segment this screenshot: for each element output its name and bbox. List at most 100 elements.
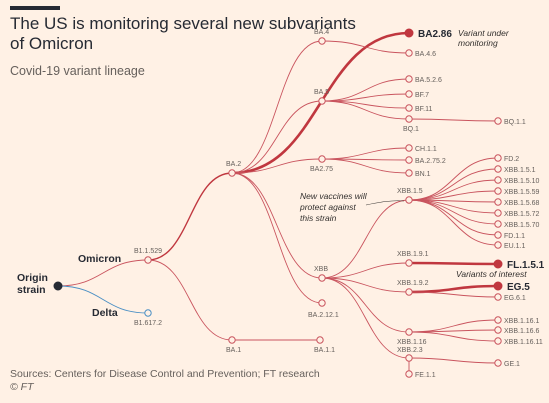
node-xbb-1-5-72	[494, 209, 502, 217]
link-ba-5-to-ba-5-2-6	[321, 78, 410, 102]
label-b1-617-2: B1.617.2	[134, 320, 162, 327]
annotation-new-vaccines-line-2: protect against	[299, 202, 356, 212]
link-xbb-to-xbb-2-3	[321, 277, 410, 359]
title-bar-accent	[10, 6, 60, 10]
link-ba-2-to-xbb	[231, 172, 323, 279]
label-xbb-1-16-1: XBB.1.16.1	[504, 318, 540, 325]
node-bq-1	[405, 115, 413, 123]
label-xbb-1-16: XBB.1.16	[397, 339, 427, 346]
label-xbb-1-16-11: XBB.1.16.11	[504, 339, 543, 346]
node-bq-1-1	[494, 117, 502, 125]
node-ch-1-1	[405, 144, 413, 152]
link-origin-strain-to-b1-1-529	[57, 259, 149, 287]
node-fd-1-1	[494, 231, 502, 239]
label-eg-5: EG.5	[507, 282, 530, 293]
label-ba-2-75-2: BA.2.75.2	[415, 158, 446, 165]
branch-label-delta: Delta	[92, 307, 118, 319]
tree-nodes	[53, 28, 503, 378]
link-ba-2-to-ba2-75	[231, 158, 323, 174]
node-xbb-1-16-6	[494, 326, 502, 334]
chart-subtitle: Covid-19 variant lineage	[10, 64, 145, 78]
label-origin-strain-line-2: strain	[17, 284, 46, 296]
tree-links	[57, 31, 499, 374]
label-bn-1: BN.1	[415, 171, 431, 178]
label-ba-1-1: BA.1.1	[314, 347, 335, 354]
link-ba2-75-to-bn-1	[321, 158, 410, 174]
node-ba2-86	[404, 28, 414, 38]
annotation-new-vaccines-line-1: New vaccines will	[300, 191, 368, 201]
label-xbb-1-9-2: XBB.1.9.2	[397, 280, 429, 287]
link-xbb-2-3-to-ge-1	[408, 357, 499, 364]
label-fl-1-5-1: FL.1.5.1	[507, 260, 545, 271]
node-xbb-1-16-11	[494, 337, 502, 345]
link-xbb-1-5-to-fd-2	[408, 157, 499, 201]
label-b1-1-529: B1.1.529	[134, 248, 162, 255]
label-ba-5: BA.5	[314, 89, 329, 96]
node-eg-5	[493, 281, 503, 291]
link-xbb-to-xbb-1-16	[321, 277, 410, 333]
node-bn-1	[405, 169, 413, 177]
node-b1-617-2	[144, 309, 152, 317]
node-xbb-1-9-2	[405, 288, 413, 296]
label-ba-4: BA.4	[314, 29, 329, 36]
branch-label-omicron: Omicron	[78, 253, 121, 265]
label-xbb-1-9-1: XBB.1.9.1	[397, 251, 429, 258]
node-ba-5	[318, 97, 326, 105]
node-xbb-1-9-1	[405, 259, 413, 267]
label-bq-1-1: BQ.1.1	[504, 119, 526, 126]
link-xbb-1-16-to-xbb-1-16-11	[408, 331, 499, 342]
link-b1-1-529-to-ba-1	[147, 259, 233, 341]
label-fe-1-1: FE.1.1	[415, 372, 436, 379]
annotation-variant-under-monitoring-line-1: Variant under	[458, 28, 510, 38]
label-origin-strain-line-1: Origin	[17, 272, 48, 284]
copyright: © FT	[10, 381, 34, 393]
node-origin-strain	[53, 281, 63, 291]
label-ba-2: BA.2	[226, 161, 241, 168]
link-b1-1-529-to-ba-2	[147, 172, 233, 261]
node-ba-5-2-6	[405, 75, 413, 83]
annotation-variant-under-monitoring-line-2: monitoring	[458, 38, 498, 48]
link-ba-2-to-ba-2-12-1	[231, 172, 323, 304]
node-xbb-1-16	[405, 328, 413, 336]
link-xbb-1-5-to-fd-1-1	[408, 199, 499, 236]
link-ba-5-to-bf-7	[321, 93, 410, 102]
annotation-new-vaccines-line-3: this strain	[300, 213, 337, 223]
label-ba2-75: BA2.75	[310, 166, 333, 173]
label-ba2-86: BA2.86	[418, 29, 452, 40]
link-xbb-to-xbb-1-9-1	[321, 262, 410, 279]
node-ba-4-6	[405, 49, 413, 57]
label-ba-2-12-1: BA.2.12.1	[308, 312, 339, 319]
label-ba-5-2-6: BA.5.2.6	[415, 77, 442, 84]
label-xbb-2-3: XBB.2.3	[397, 347, 423, 354]
annotation-variants-of-interest: Variants of interest	[456, 269, 527, 279]
node-xbb	[318, 274, 326, 282]
node-eg-6-1	[494, 293, 502, 301]
node-ba-2-75-2	[405, 156, 413, 164]
node-eu-1-1	[494, 241, 502, 249]
link-xbb-1-9-1-to-fl-1-5-1	[408, 261, 499, 266]
label-xbb-1-5: XBB.1.5	[397, 188, 423, 195]
link-ba-5-to-bq-1	[321, 100, 410, 120]
node-ba-1-1	[316, 336, 324, 344]
source-note: Sources: Centers for Disease Control and…	[10, 368, 320, 380]
label-fd-2: FD.2	[504, 156, 519, 163]
node-ba2-75	[318, 155, 326, 163]
link-xbb-1-5-to-xbb-1-5-70	[408, 199, 499, 225]
node-ba-1	[228, 336, 236, 344]
node-b1-1-529	[144, 256, 152, 264]
node-ba-2	[228, 169, 236, 177]
node-fe-1-1	[405, 370, 413, 378]
node-xbb-1-5-1	[494, 165, 502, 173]
label-ba-1: BA.1	[226, 347, 241, 354]
node-bf-11	[405, 104, 413, 112]
node-ba-2-12-1	[318, 299, 326, 307]
node-xbb-1-5-68	[494, 198, 502, 206]
link-xbb-1-9-2-to-eg-6-1	[408, 291, 499, 298]
label-xbb-1-5-72: XBB.1.5.72	[504, 211, 540, 218]
label-xbb-1-5-1: XBB.1.5.1	[504, 167, 536, 174]
node-ba-4	[318, 37, 326, 45]
link-xbb-1-16-to-xbb-1-16-6	[408, 329, 499, 333]
label-xbb-1-5-68: XBB.1.5.68	[504, 200, 540, 207]
